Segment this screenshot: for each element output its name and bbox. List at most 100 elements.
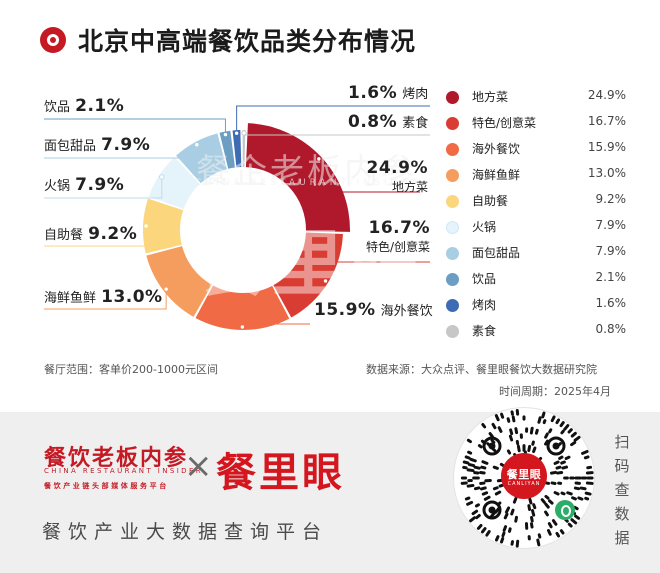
qr-bit [492, 486, 499, 491]
qr-bit [471, 509, 479, 516]
slice-素食 [242, 130, 246, 168]
qr-bit [528, 497, 533, 505]
cross-sign: × [184, 446, 213, 486]
qr-bit [553, 460, 560, 465]
leader-line-自助餐 [44, 226, 147, 247]
qr-bit [494, 535, 500, 542]
qr-bit [509, 428, 514, 436]
qr-bit [466, 483, 475, 488]
qr-bit [531, 509, 536, 517]
qr-bit [504, 506, 511, 514]
qr-bit [564, 455, 571, 461]
leader-line-面包甜品 [44, 144, 198, 159]
qr-bit [506, 417, 511, 423]
qr-bit [544, 432, 549, 439]
page-title: 北京中高端餐饮品类分布情况 [78, 27, 417, 56]
qr-bit [507, 527, 512, 533]
qr-bit [570, 431, 577, 438]
legend-item: 自助餐 9.2% [446, 189, 626, 215]
qr-bit [560, 460, 566, 465]
qr-bit [466, 438, 472, 444]
legend-swatch [446, 117, 459, 130]
leader-line-烤肉 [236, 105, 430, 134]
qr-bit [485, 530, 491, 537]
qr-bit [553, 491, 560, 496]
leader-dot-地方菜 [316, 156, 322, 162]
legend-swatch [446, 299, 459, 312]
qr-bit [508, 434, 514, 442]
title-target-icon [40, 27, 66, 53]
qr-bit [467, 450, 473, 455]
qr-finder [482, 500, 502, 520]
legend-label: 地方菜 [472, 90, 509, 104]
qr-bit [530, 515, 534, 523]
legend-item: 饮品 2.1% [446, 267, 626, 293]
legend-item: 面包甜品 7.9% [446, 241, 626, 267]
leader-dot-素食 [241, 130, 247, 136]
qr-bit [529, 426, 534, 435]
legend-label: 海鲜鱼鲜 [472, 168, 521, 182]
leader-line-火锅 [44, 176, 163, 199]
qr-bit [541, 411, 546, 419]
qr-bit [477, 444, 483, 449]
period-note: 时间周期：2025年4月 [499, 385, 611, 398]
qr-bit [494, 490, 502, 496]
qr-bit [536, 538, 541, 547]
leader-line-海鲜鱼鲜 [44, 289, 167, 310]
legend-item: 烤肉 1.6% [446, 293, 626, 319]
label-海鲜鱼鲜: 海鲜鱼鲜 13.0% [44, 287, 163, 307]
qr-bit [502, 525, 508, 532]
qr-bit [510, 508, 515, 516]
qr-bit [503, 512, 509, 520]
qr-bit [491, 422, 497, 430]
qr-bit [537, 533, 542, 539]
qr-bit [494, 507, 501, 514]
qr-bit [574, 514, 581, 520]
label-特色创意菜: 16.7% 特色/创意菜 [365, 218, 430, 254]
label-地方菜: 24.9% 地方菜 [366, 158, 428, 194]
qr-bit [567, 522, 573, 528]
qr-finder-core [488, 506, 496, 514]
qr-bit [555, 418, 561, 425]
restaurant-scope-note: 餐厅范围：客单价200-1000元区间 [44, 363, 218, 376]
qr-bit [550, 415, 556, 423]
qr-bit [544, 494, 550, 500]
qr-bit [559, 529, 565, 535]
qr-bit [563, 424, 570, 431]
legend-label: 素食 [472, 324, 497, 338]
qr-bit [573, 486, 581, 491]
slice-地方菜 [245, 123, 351, 232]
legend-swatch [446, 273, 459, 286]
legend-label: 特色/创意菜 [472, 116, 537, 130]
legend-item: 海鲜鱼鲜 13.0% [446, 163, 626, 189]
legend-item: 火锅 7.9% [446, 215, 626, 241]
qr-bit [468, 463, 476, 468]
qr-bit [547, 522, 553, 529]
qr-bit [573, 435, 581, 442]
brand-logo-canliyan: 餐里眼 [216, 450, 345, 496]
leader-dot-海外餐饮 [239, 324, 246, 330]
legend-swatch [446, 143, 459, 156]
qr-bit [560, 429, 565, 435]
qr-bit [500, 537, 505, 544]
qr-bit [567, 428, 573, 434]
legend-label: 烤肉 [472, 298, 497, 312]
qr-bit [544, 502, 550, 509]
qr-finder-core [552, 442, 560, 450]
label-饮品: 饮品 2.1% [44, 96, 125, 116]
leader-line-地方菜 [318, 158, 420, 193]
qr-bit [483, 495, 491, 501]
legend-label: 火锅 [472, 220, 497, 234]
qr-bit [559, 421, 565, 428]
qr-logo-sub: CANLIYAN [507, 481, 541, 487]
qr-finder-core [488, 442, 496, 450]
qr-bit [512, 496, 518, 504]
qr-bit [479, 486, 487, 491]
qr-bit [473, 465, 481, 470]
label-自助餐: 自助餐 9.2% [44, 224, 138, 244]
legend-value: 7.9% [595, 218, 627, 232]
legend-swatch [446, 325, 459, 338]
watermark-text: 餐企老板内参 [196, 152, 418, 192]
legend-label: 自助餐 [472, 194, 509, 208]
brand-logo-canyin: 餐饮老板内参 [44, 446, 189, 471]
